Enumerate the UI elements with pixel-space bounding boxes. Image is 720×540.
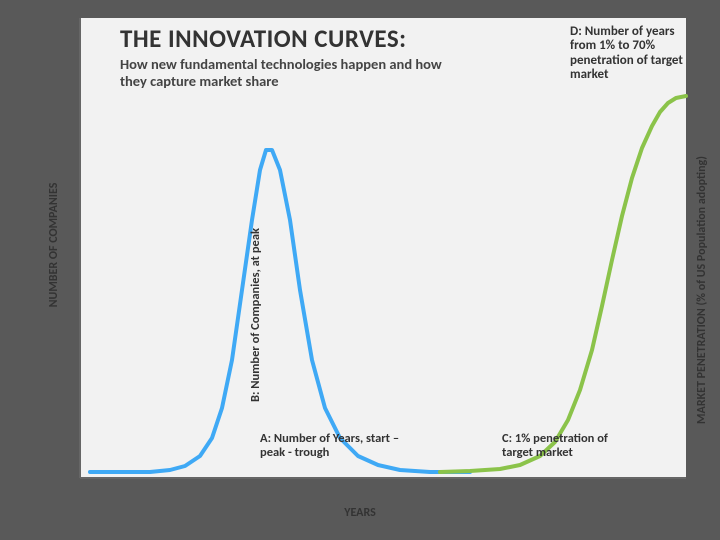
chart-title: THE INNOVATION CURVES: bbox=[120, 26, 460, 52]
y-axis-label-right: MARKET PENETRATION (% of US Population a… bbox=[695, 156, 709, 424]
chart-subtitle: How new fundamental technologies happen … bbox=[120, 56, 460, 89]
annotation-c: C: 1% penetration of target market bbox=[502, 432, 622, 460]
annotation-a: A: Number of Years, start – peak - troug… bbox=[260, 432, 400, 460]
title-block: THE INNOVATION CURVES: How new fundament… bbox=[120, 26, 460, 90]
x-axis-label: YEARS bbox=[344, 506, 376, 520]
annotation-d: D: Number of years from 1% to 70% penetr… bbox=[570, 25, 700, 82]
y-axis-label-left: NUMBER OF COMPANIES bbox=[47, 183, 61, 308]
annotation-b: B: Number of Companies, at peak bbox=[249, 228, 263, 402]
innovation-curves-chart: THE INNOVATION CURVES: How new fundament… bbox=[0, 0, 720, 540]
